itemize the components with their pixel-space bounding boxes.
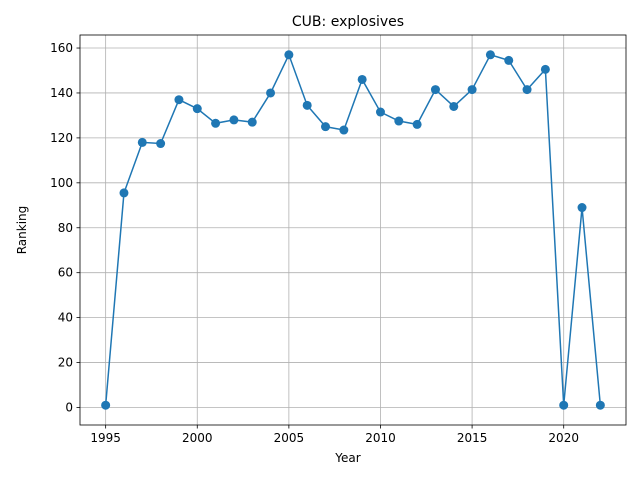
series-line xyxy=(104,52,602,406)
data-point xyxy=(522,85,532,95)
data-point xyxy=(412,119,422,129)
data-point xyxy=(101,400,111,410)
data-point xyxy=(229,115,239,125)
y-tick-label: 160 xyxy=(50,41,73,55)
x-tick-label: 2000 xyxy=(182,431,213,445)
x-tick-label: 2020 xyxy=(548,431,579,445)
data-point xyxy=(339,125,349,135)
data-point xyxy=(357,74,367,84)
data-point xyxy=(137,137,147,147)
data-point xyxy=(247,117,257,127)
data-point xyxy=(595,400,605,410)
grid-lines xyxy=(80,35,626,425)
y-tick-label: 40 xyxy=(58,311,73,325)
data-point xyxy=(302,100,312,110)
y-tick-label: 0 xyxy=(65,400,73,414)
data-point xyxy=(211,118,221,128)
data-point xyxy=(284,50,294,60)
data-point xyxy=(321,122,331,132)
data-point xyxy=(266,88,276,98)
data-point xyxy=(577,203,587,213)
x-axis-label: Year xyxy=(334,451,360,465)
data-point xyxy=(485,50,495,60)
data-point xyxy=(192,104,202,114)
series-group xyxy=(101,50,605,410)
chart-title: CUB: explosives xyxy=(292,14,404,30)
y-axis-label: Ranking xyxy=(15,206,29,255)
data-point xyxy=(375,107,385,117)
x-tick-label: 1995 xyxy=(90,431,121,445)
x-tick-label: 2005 xyxy=(274,431,305,445)
y-tick-label: 80 xyxy=(58,221,73,235)
data-point xyxy=(504,55,514,65)
x-tick-label: 2010 xyxy=(365,431,396,445)
y-tick-label: 140 xyxy=(50,86,73,100)
y-tick-label: 100 xyxy=(50,176,73,190)
data-point xyxy=(467,85,477,95)
data-point xyxy=(174,95,184,105)
data-point xyxy=(540,64,550,74)
data-point xyxy=(394,116,404,126)
x-tick-label: 2015 xyxy=(457,431,488,445)
data-point xyxy=(559,400,569,410)
y-tick-label: 120 xyxy=(50,131,73,145)
y-tick-label: 20 xyxy=(58,356,73,370)
data-point xyxy=(156,139,166,149)
y-tick-label: 60 xyxy=(58,266,73,280)
data-point xyxy=(430,85,440,95)
plot-frame xyxy=(79,34,627,426)
axes: 1995 2000 2005 2010 2015 2020 0 20 40 60 80 100 120 1… xyxy=(50,34,627,445)
data-point xyxy=(449,101,459,111)
data-point xyxy=(119,188,129,198)
